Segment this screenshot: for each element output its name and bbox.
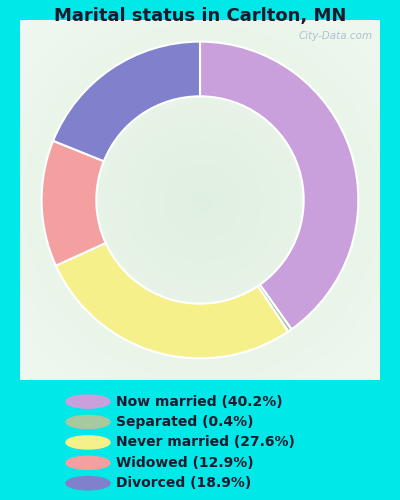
- Text: Divorced (18.9%): Divorced (18.9%): [116, 476, 251, 490]
- Circle shape: [66, 456, 110, 469]
- Wedge shape: [258, 284, 292, 332]
- Circle shape: [66, 436, 110, 449]
- Text: Never married (27.6%): Never married (27.6%): [116, 436, 295, 450]
- Text: Widowed (12.9%): Widowed (12.9%): [116, 456, 254, 470]
- Wedge shape: [42, 141, 106, 266]
- Circle shape: [66, 416, 110, 428]
- Circle shape: [66, 395, 110, 408]
- Wedge shape: [53, 42, 200, 161]
- Text: City-Data.com: City-Data.com: [299, 31, 373, 41]
- Text: Marital status in Carlton, MN: Marital status in Carlton, MN: [54, 8, 346, 26]
- Text: Separated (0.4%): Separated (0.4%): [116, 415, 254, 429]
- Wedge shape: [56, 243, 288, 358]
- Wedge shape: [200, 42, 358, 330]
- Circle shape: [66, 476, 110, 490]
- Text: Now married (40.2%): Now married (40.2%): [116, 394, 283, 408]
